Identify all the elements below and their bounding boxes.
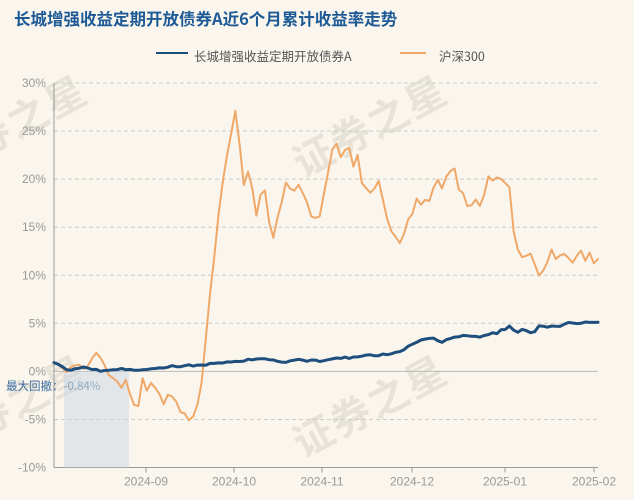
svg-text:-10%: -10% — [18, 461, 46, 475]
svg-text:2024-09: 2024-09 — [124, 475, 168, 489]
svg-text:20%: 20% — [22, 172, 46, 186]
svg-text:2024-12: 2024-12 — [390, 475, 434, 489]
svg-text:15%: 15% — [22, 220, 46, 234]
svg-text:2024-11: 2024-11 — [300, 475, 343, 489]
svg-text:0%: 0% — [29, 364, 47, 378]
svg-text:2024-10: 2024-10 — [212, 475, 256, 489]
svg-text:-5%: -5% — [25, 412, 47, 426]
svg-text:2025-01: 2025-01 — [483, 475, 527, 489]
svg-text:25%: 25% — [22, 124, 46, 138]
svg-text:10%: 10% — [22, 268, 46, 282]
svg-text:30%: 30% — [22, 76, 46, 90]
svg-text:5%: 5% — [29, 316, 47, 330]
svg-text:2025-02: 2025-02 — [572, 475, 616, 489]
